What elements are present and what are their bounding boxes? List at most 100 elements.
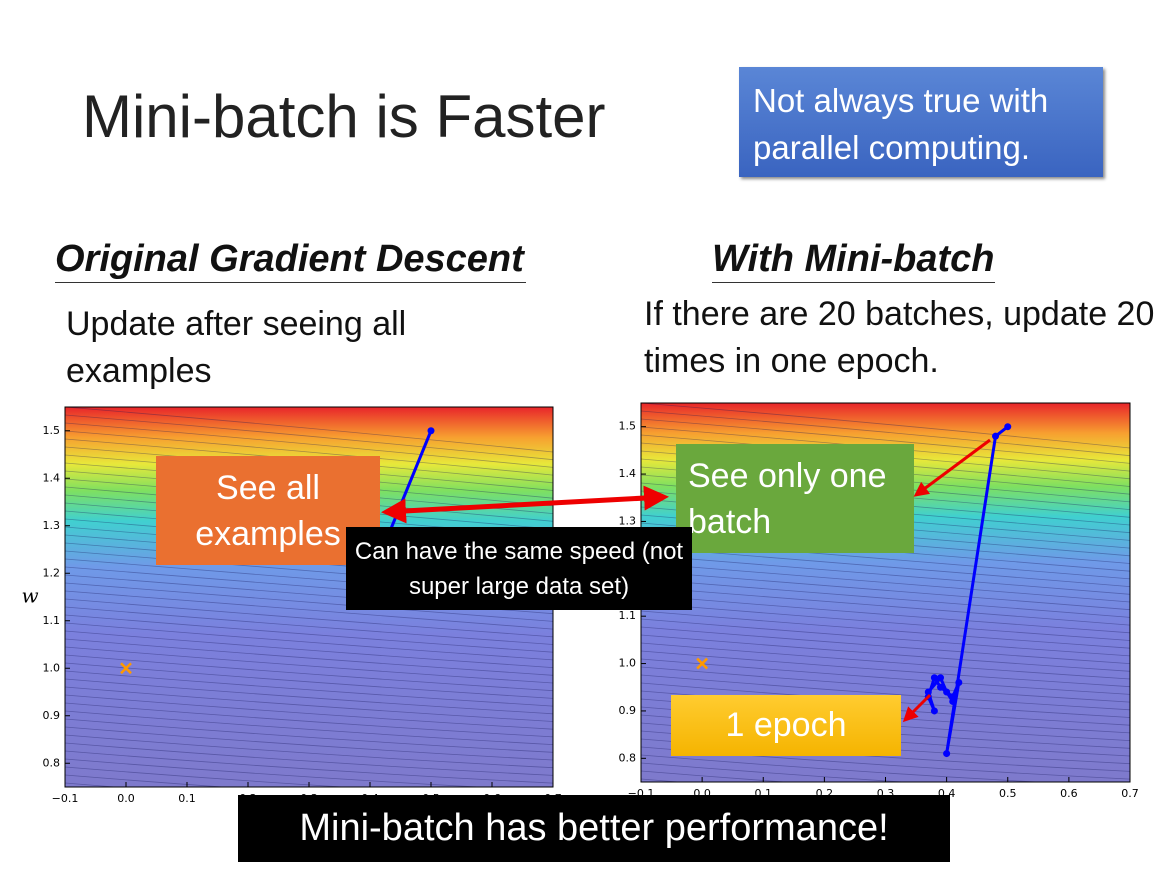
trajectory-point: [937, 683, 945, 691]
x-tick-label: 0.0: [117, 792, 135, 805]
y-tick-label: 1.3: [43, 519, 61, 532]
contour-line: [641, 578, 1130, 618]
contour-line: [65, 750, 553, 784]
callout-epoch: 1 epoch: [671, 695, 901, 756]
contour-line: [65, 407, 553, 453]
contour-line: [641, 602, 1130, 641]
contour-line: [65, 414, 553, 461]
contour-line: [65, 726, 553, 761]
trajectory-point: [937, 674, 945, 682]
y-tick-label: 0.8: [43, 756, 61, 769]
y-tick-label: 0.9: [619, 704, 637, 717]
contour-line: [65, 638, 553, 676]
y-tick-label: 1.0: [619, 657, 637, 670]
trajectory-point: [943, 688, 951, 696]
x-tick-label: 0.7: [1121, 787, 1139, 800]
y-tick-label: 1.1: [619, 609, 637, 622]
point-marker: [120, 662, 132, 675]
contour-line: [65, 598, 553, 638]
trajectory-point: [924, 688, 932, 696]
trajectory-point: [930, 707, 938, 715]
contour-line: [641, 610, 1130, 649]
slide-title: Mini-batch is Faster: [82, 83, 606, 150]
contour-line: [65, 654, 553, 692]
x-tick-label: 0.6: [1060, 787, 1078, 800]
contour-line: [641, 658, 1130, 695]
callout-batch: See only one batch: [676, 444, 914, 553]
contour-line: [641, 875, 1130, 882]
callout-speed: Can have the same speed (not super large…: [346, 527, 692, 610]
y-tick-label: 1.2: [43, 566, 61, 579]
y-tick-label: 1.0: [43, 661, 61, 674]
left-heading: Original Gradient Descent: [55, 236, 526, 283]
point-marker: [696, 657, 709, 670]
contour-line: [65, 774, 229, 787]
y-axis-label: w: [21, 584, 38, 608]
contour-line: [65, 422, 553, 468]
contour-line: [641, 650, 1130, 688]
contour-line: [641, 418, 1130, 464]
contour-line: [65, 863, 553, 882]
y-tick-label: 1.5: [619, 420, 637, 433]
contour-line: [65, 622, 553, 661]
banner: Mini-batch has better performance!: [238, 795, 950, 862]
contour-line: [65, 670, 553, 707]
contour-line: [641, 626, 1130, 664]
contour-line: [641, 570, 1130, 611]
y-tick-label: 1.1: [43, 614, 61, 627]
contour-line: [641, 770, 791, 782]
contour-line: [65, 702, 553, 738]
contour-line: [65, 430, 553, 476]
y-tick-label: 1.5: [43, 424, 61, 437]
x-tick-label: 0.1: [178, 792, 196, 805]
note-box: Not always true with parallel computing.: [739, 67, 1103, 177]
contour-line: [641, 754, 1045, 782]
trajectory-point: [1004, 423, 1012, 431]
contour-line: [641, 554, 1130, 595]
trajectory-point: [427, 427, 435, 435]
trajectory-point: [930, 674, 938, 682]
contour-line: [65, 734, 553, 769]
contour-line: [65, 646, 553, 684]
right-heading: With Mini-batch: [712, 236, 995, 283]
y-tick-label: 1.4: [43, 471, 61, 484]
contour-line: [641, 666, 1130, 703]
contour-line: [641, 410, 1130, 457]
contour-line: [65, 662, 553, 699]
contour-line: [641, 859, 1130, 882]
contour-line: [641, 674, 1130, 711]
y-tick-label: 0.9: [43, 709, 61, 722]
callout-all: See all examples: [156, 456, 380, 565]
contour-line: [641, 642, 1130, 680]
contour-line: [65, 606, 553, 645]
contour-line: [641, 867, 1130, 882]
contour-line: [65, 758, 486, 787]
trajectory-point: [943, 750, 951, 758]
x-tick-label: −0.1: [52, 792, 79, 805]
y-tick-label: 1.3: [619, 514, 637, 527]
contour-line: [65, 718, 553, 753]
right-text: If there are 20 batches, update 20 times…: [644, 295, 1155, 380]
contour-line: [65, 742, 553, 776]
contour-line: [641, 403, 1130, 449]
trajectory-point: [955, 679, 963, 687]
trajectory-point: [949, 697, 957, 705]
contour-line: [65, 686, 553, 722]
y-tick-label: 1.4: [619, 467, 637, 480]
contour-line: [65, 678, 553, 715]
left-text: Update after seeing all examples: [66, 305, 407, 390]
contour-line: [641, 562, 1130, 603]
contour-line: [641, 634, 1130, 672]
contour-line: [65, 614, 553, 653]
trajectory-point: [992, 432, 1000, 440]
x-tick-label: 0.5: [999, 787, 1017, 800]
contour-line: [65, 694, 553, 730]
y-tick-label: 0.8: [619, 751, 637, 764]
contour-line: [641, 618, 1130, 657]
contour-line: [65, 871, 553, 882]
contour-line: [65, 710, 553, 745]
contour-line: [65, 582, 553, 622]
contour-line: [641, 594, 1130, 634]
contour-line: [65, 630, 553, 668]
